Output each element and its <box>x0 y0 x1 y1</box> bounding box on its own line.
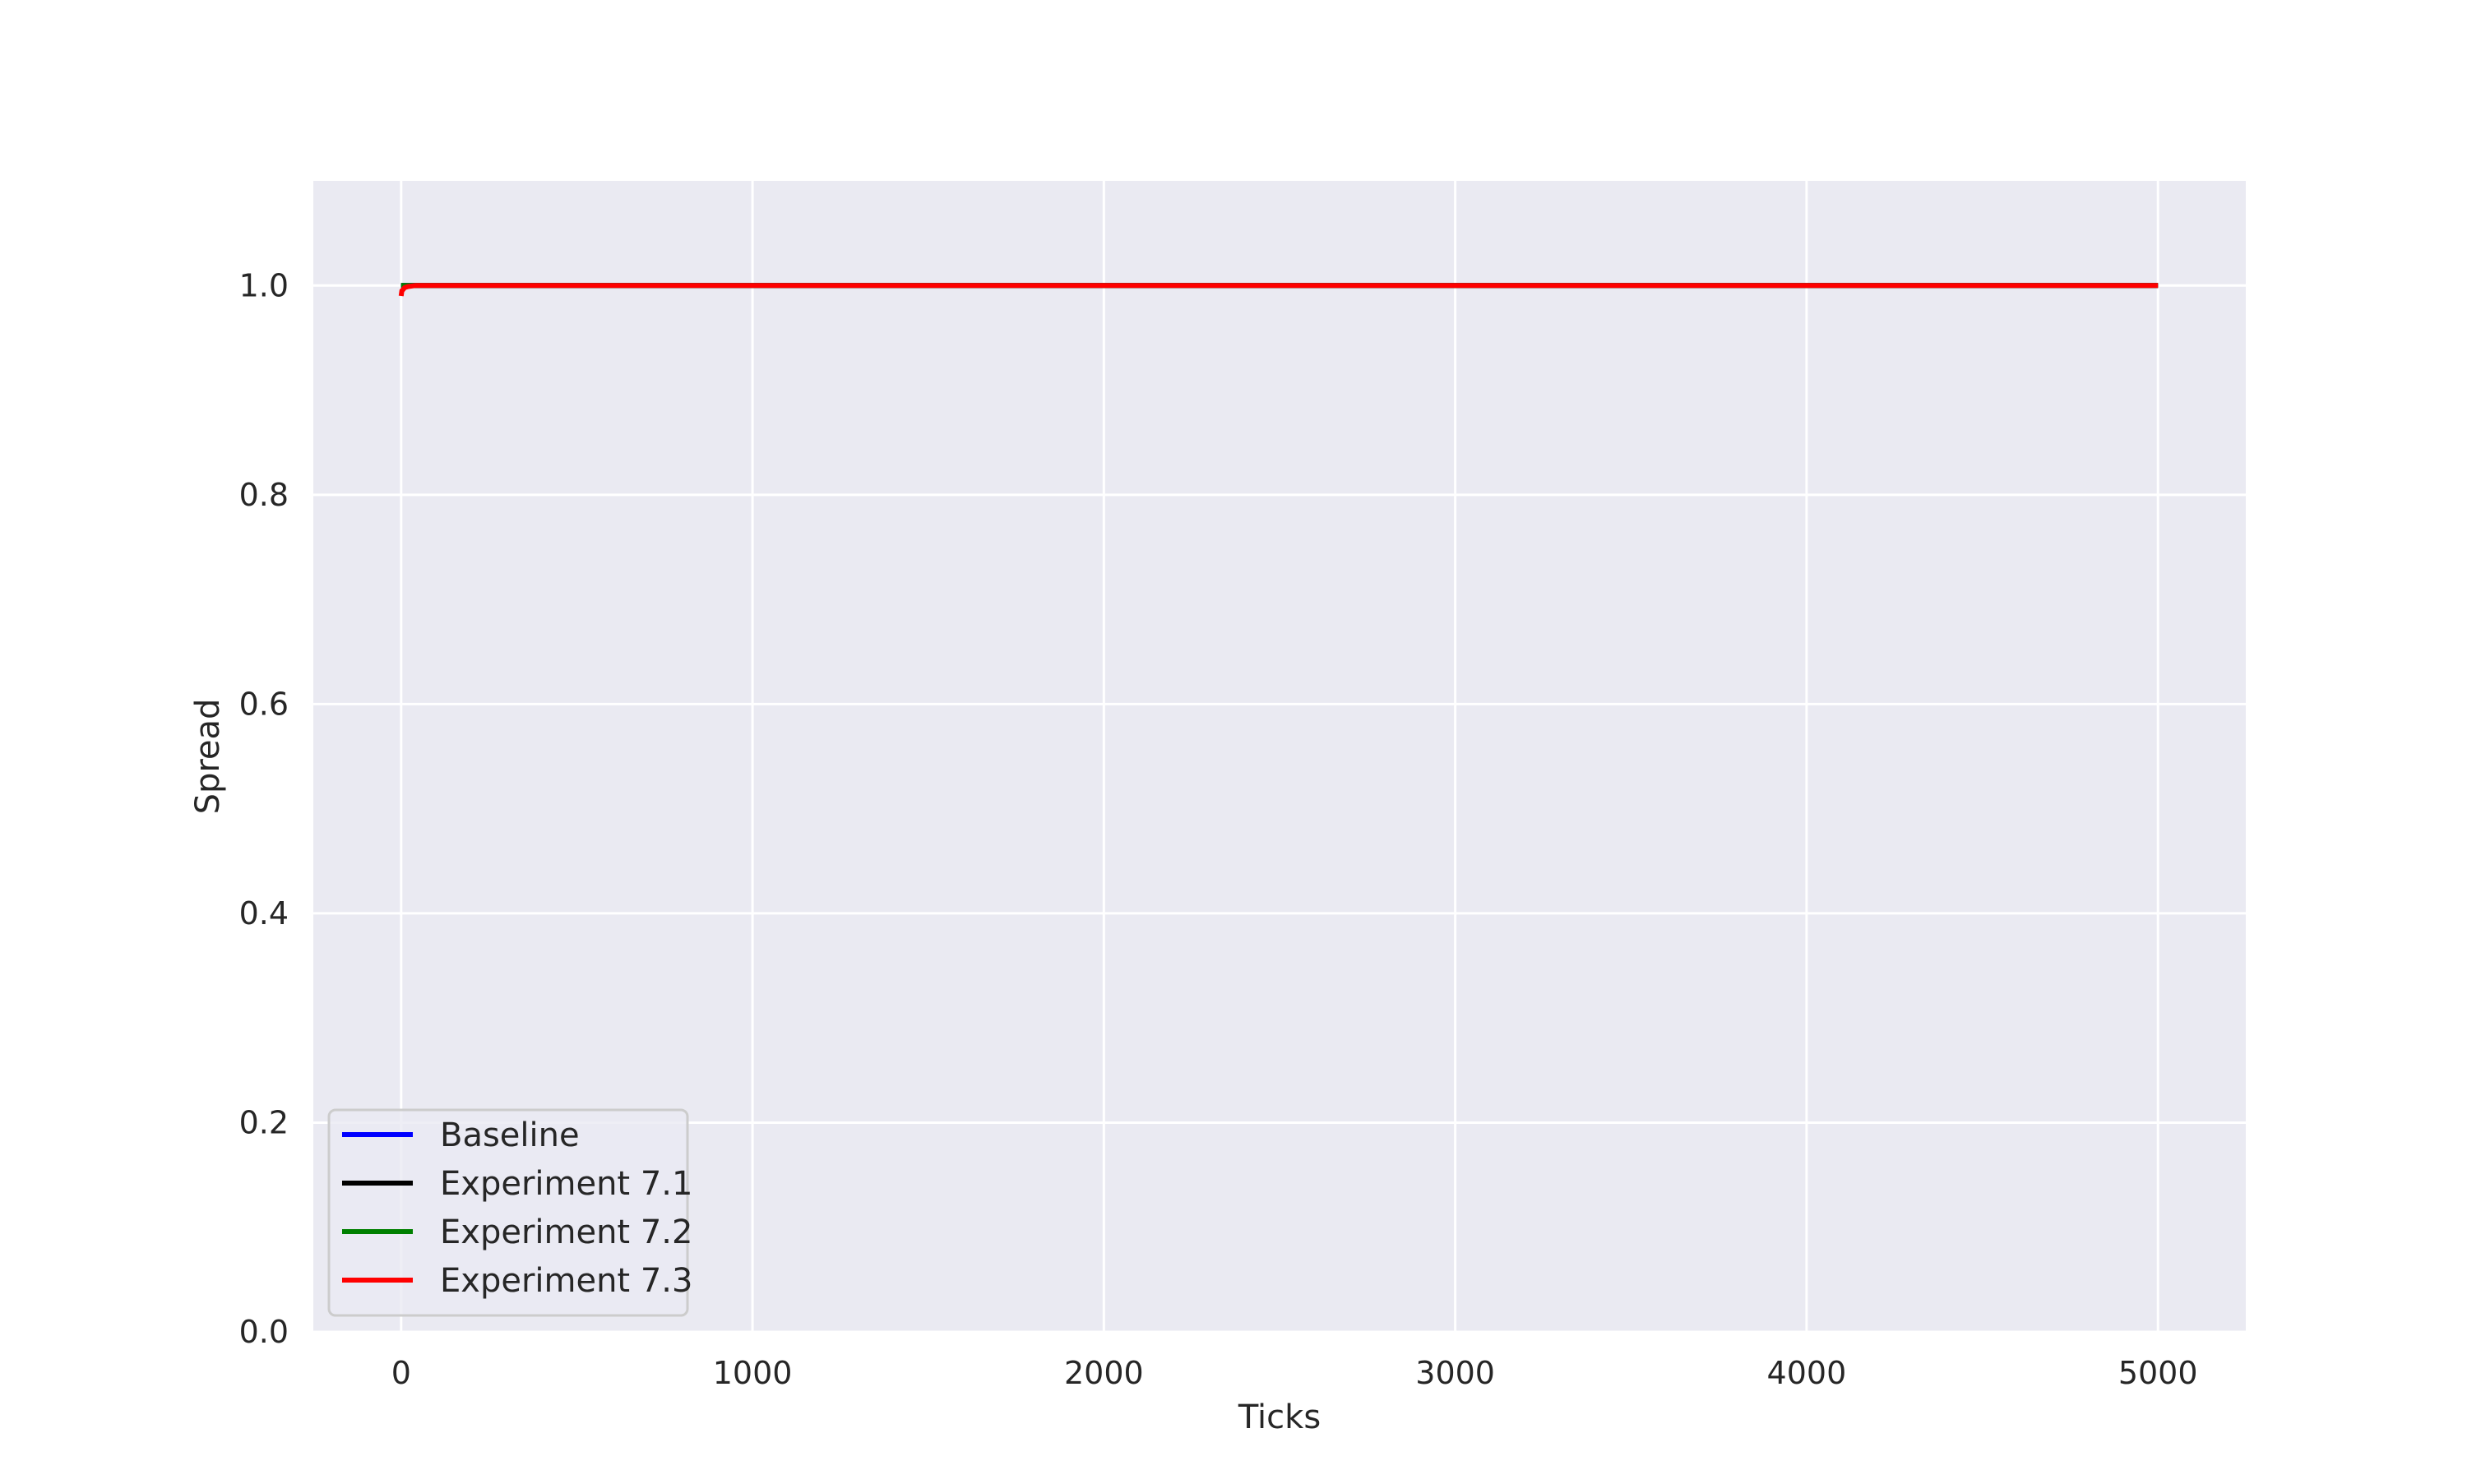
x-tick-label: 3000 <box>1415 1355 1495 1391</box>
y-axis-label: Spread <box>189 699 227 815</box>
series-line-experiment-7-3 <box>398 283 2159 297</box>
legend-label-experiment-7-1: Experiment 7.1 <box>440 1165 692 1203</box>
legend-label-experiment-7-3: Experiment 7.3 <box>440 1262 692 1300</box>
y-tick-label: 0.2 <box>239 1104 289 1140</box>
y-tick-labels: 0.0 0.2 0.4 0.6 0.8 1.0 <box>239 267 289 1350</box>
x-tick-labels: 0 1000 2000 3000 4000 5000 <box>391 1355 2198 1391</box>
x-tick-label: 5000 <box>2118 1355 2198 1391</box>
legend-label-experiment-7-2: Experiment 7.2 <box>440 1214 692 1251</box>
x-tick-label: 0 <box>391 1355 411 1391</box>
legend-frame <box>327 1108 689 1317</box>
legend: Baseline Experiment 7.1 Experiment 7.2 Expe… <box>327 1108 692 1317</box>
y-tick-label: 0.8 <box>239 477 289 513</box>
x-tick-label: 1000 <box>713 1355 793 1391</box>
y-tick-label: 0.4 <box>239 895 289 932</box>
x-tick-label: 4000 <box>1767 1355 1847 1391</box>
x-tick-label: 2000 <box>1064 1355 1144 1391</box>
legend-label-baseline: Baseline <box>440 1116 580 1154</box>
series-lines <box>398 283 2159 297</box>
x-axis-label: Ticks <box>1238 1398 1321 1436</box>
y-tick-label: 0.6 <box>239 686 289 722</box>
y-tick-label: 1.0 <box>239 267 289 303</box>
y-tick-label: 0.0 <box>239 1314 289 1350</box>
